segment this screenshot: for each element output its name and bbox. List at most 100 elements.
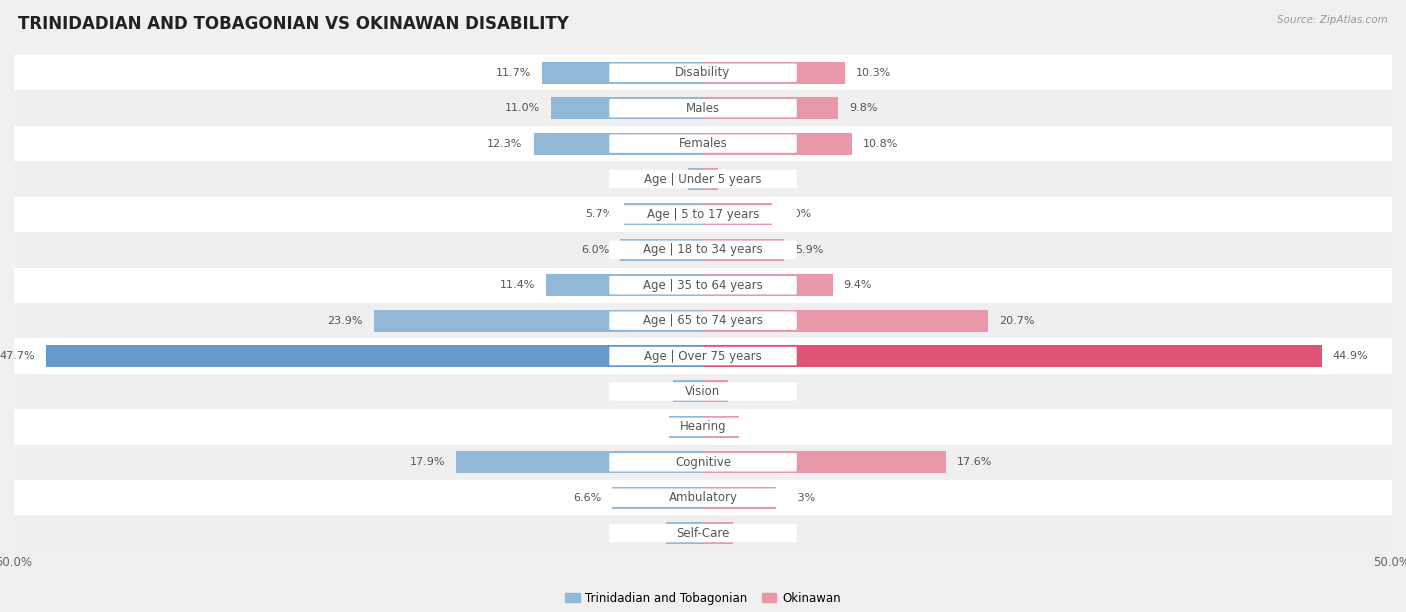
Bar [14,374,1392,409]
Text: 1.1%: 1.1% [730,174,758,184]
FancyBboxPatch shape [609,241,797,259]
Bar [14,126,1392,162]
Text: 20.7%: 20.7% [1000,316,1035,326]
Text: 17.6%: 17.6% [956,457,991,468]
Bar [14,409,1392,444]
Text: Source: ZipAtlas.com: Source: ZipAtlas.com [1277,15,1388,25]
Bar [546,274,703,296]
FancyBboxPatch shape [609,170,797,188]
Text: 9.8%: 9.8% [849,103,877,113]
FancyBboxPatch shape [609,524,797,542]
Text: 12.3%: 12.3% [486,138,523,149]
FancyBboxPatch shape [609,417,797,436]
Text: 2.2%: 2.2% [744,528,773,538]
Bar [457,451,703,473]
Bar [703,97,838,119]
Bar [14,515,1392,551]
Text: 2.7%: 2.7% [626,528,655,538]
Text: Self-Care: Self-Care [676,526,730,540]
Text: 2.6%: 2.6% [749,422,779,432]
Text: Age | 65 to 74 years: Age | 65 to 74 years [643,314,763,327]
FancyBboxPatch shape [609,205,797,223]
Text: 10.8%: 10.8% [863,138,898,149]
Bar [666,522,703,544]
Text: 11.4%: 11.4% [499,280,534,290]
Text: 17.9%: 17.9% [409,457,446,468]
Legend: Trinidadian and Tobagonian, Okinawan: Trinidadian and Tobagonian, Okinawan [561,587,845,610]
Text: 10.3%: 10.3% [856,68,891,78]
Bar [703,133,852,155]
Bar [703,168,718,190]
Bar [703,451,945,473]
Bar [703,62,845,84]
Bar [14,196,1392,232]
Bar [14,91,1392,126]
Bar [703,239,785,261]
FancyBboxPatch shape [609,453,797,471]
Text: Females: Females [679,137,727,150]
Text: 9.4%: 9.4% [844,280,872,290]
Bar [14,480,1392,515]
Bar [688,168,703,190]
Bar [703,203,772,225]
Bar [624,203,703,225]
Text: Age | 5 to 17 years: Age | 5 to 17 years [647,208,759,221]
Text: Disability: Disability [675,66,731,80]
Bar [14,55,1392,91]
Bar [46,345,703,367]
Text: Age | 18 to 34 years: Age | 18 to 34 years [643,244,763,256]
Bar [669,416,703,438]
FancyBboxPatch shape [609,99,797,118]
FancyBboxPatch shape [609,135,797,153]
Text: 2.2%: 2.2% [633,386,662,397]
Text: 47.7%: 47.7% [0,351,35,361]
Text: TRINIDADIAN AND TOBAGONIAN VS OKINAWAN DISABILITY: TRINIDADIAN AND TOBAGONIAN VS OKINAWAN D… [18,15,569,33]
Text: 1.8%: 1.8% [738,386,768,397]
Bar [620,239,703,261]
Bar [14,162,1392,196]
FancyBboxPatch shape [609,312,797,330]
Bar [14,338,1392,374]
Text: Ambulatory: Ambulatory [668,491,738,504]
Bar [374,310,703,332]
Text: 5.3%: 5.3% [787,493,815,502]
Text: Age | Under 5 years: Age | Under 5 years [644,173,762,185]
Text: Age | 35 to 64 years: Age | 35 to 64 years [643,278,763,292]
Bar [703,310,988,332]
Text: 5.7%: 5.7% [585,209,613,220]
FancyBboxPatch shape [609,382,797,401]
Bar [672,381,703,403]
Bar [551,97,703,119]
Text: 6.6%: 6.6% [572,493,600,502]
Text: Vision: Vision [685,385,721,398]
Bar [703,381,728,403]
Text: Hearing: Hearing [679,420,727,433]
FancyBboxPatch shape [609,64,797,82]
FancyBboxPatch shape [609,488,797,507]
Bar [14,444,1392,480]
Text: 5.0%: 5.0% [783,209,811,220]
Text: 11.0%: 11.0% [505,103,540,113]
Bar [14,267,1392,303]
Bar [703,416,738,438]
FancyBboxPatch shape [609,347,797,365]
Text: 23.9%: 23.9% [328,316,363,326]
Bar [612,487,703,509]
Text: 5.9%: 5.9% [796,245,824,255]
Bar [703,274,832,296]
FancyBboxPatch shape [609,276,797,294]
Text: 11.7%: 11.7% [495,68,531,78]
Text: 44.9%: 44.9% [1333,351,1368,361]
Text: 2.5%: 2.5% [628,422,658,432]
Bar [14,303,1392,338]
Text: Cognitive: Cognitive [675,456,731,469]
Bar [541,62,703,84]
Text: 6.0%: 6.0% [581,245,609,255]
Text: Age | Over 75 years: Age | Over 75 years [644,349,762,362]
Bar [14,232,1392,267]
Text: 1.1%: 1.1% [648,174,676,184]
Bar [703,522,734,544]
Bar [703,487,776,509]
Bar [533,133,703,155]
Bar [703,345,1322,367]
